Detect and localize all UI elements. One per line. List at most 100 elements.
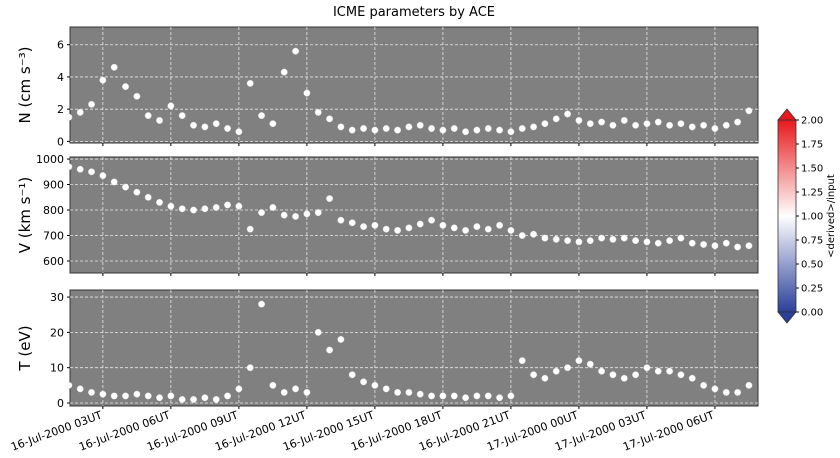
data-point xyxy=(212,396,220,403)
y-tick-label: 1000 xyxy=(36,153,64,166)
data-point xyxy=(337,336,345,343)
data-point xyxy=(337,216,345,224)
data-point xyxy=(258,112,265,120)
colorbar-tick-label: 1.00 xyxy=(801,212,823,223)
data-point xyxy=(144,193,152,201)
colorbar-tick-label: 0.25 xyxy=(801,284,823,295)
data-point xyxy=(382,125,390,132)
data-point xyxy=(688,123,696,131)
data-point xyxy=(700,381,707,389)
data-point xyxy=(541,120,549,128)
data-point xyxy=(201,394,209,402)
data-point xyxy=(654,239,662,247)
data-point xyxy=(99,172,107,180)
y-tick-label: 0 xyxy=(57,135,64,148)
y-tick-label: 30 xyxy=(50,291,64,304)
data-point xyxy=(677,234,685,242)
data-point xyxy=(405,224,413,232)
data-point xyxy=(632,237,639,245)
data-point xyxy=(235,202,243,210)
y-tick-label: 800 xyxy=(43,204,64,217)
chart-title: ICME parameters by ACE xyxy=(333,5,495,20)
data-point xyxy=(258,300,265,308)
data-point xyxy=(586,360,594,368)
data-point xyxy=(292,213,299,220)
data-point xyxy=(541,234,549,242)
data-point xyxy=(258,209,265,216)
data-point xyxy=(76,108,84,116)
data-point xyxy=(564,364,571,372)
plot-area xyxy=(69,156,759,274)
data-point xyxy=(666,121,673,129)
plot-area xyxy=(69,289,759,407)
data-point xyxy=(450,224,458,232)
data-point xyxy=(76,385,84,393)
colorbar-extend-max xyxy=(777,108,797,121)
data-point xyxy=(598,234,605,242)
data-point xyxy=(144,112,152,120)
colorbar-extend-min xyxy=(777,311,797,324)
data-point xyxy=(212,204,220,211)
data-point xyxy=(326,195,333,202)
data-point xyxy=(394,227,401,234)
data-point xyxy=(450,392,458,400)
data-point xyxy=(122,83,129,91)
data-point xyxy=(722,121,730,129)
data-point xyxy=(88,389,95,396)
data-point xyxy=(586,237,594,245)
data-point xyxy=(416,121,424,129)
data-point xyxy=(394,389,401,396)
data-point xyxy=(348,219,356,227)
data-point xyxy=(122,392,129,400)
data-point xyxy=(394,126,401,134)
y-tick-label: 0 xyxy=(57,397,64,410)
y-tick-label: 600 xyxy=(43,255,64,268)
data-point xyxy=(178,205,186,213)
data-point xyxy=(688,239,696,247)
data-point xyxy=(337,123,345,131)
data-point xyxy=(711,125,719,132)
data-point xyxy=(269,120,277,128)
data-point xyxy=(496,221,503,229)
data-point xyxy=(507,227,515,234)
data-point xyxy=(677,120,685,128)
colorbar-tick-label: 1.75 xyxy=(801,140,823,151)
data-point xyxy=(122,183,129,191)
data-point xyxy=(224,125,231,132)
y-tick-label: 10 xyxy=(50,362,64,375)
colorbar-tick-label: 0.00 xyxy=(801,308,823,319)
data-point xyxy=(745,242,753,250)
data-point xyxy=(518,357,526,365)
data-point xyxy=(654,367,662,375)
data-point xyxy=(371,221,379,229)
data-point xyxy=(450,125,458,132)
data-point xyxy=(654,118,662,126)
y-tick-label: 6 xyxy=(57,39,64,52)
data-point xyxy=(167,392,175,400)
data-point xyxy=(677,371,685,379)
data-point xyxy=(246,364,254,372)
data-point xyxy=(711,242,719,250)
data-point xyxy=(473,126,481,134)
colorbar xyxy=(777,119,797,313)
data-point xyxy=(530,230,537,238)
data-point xyxy=(541,374,549,382)
data-point xyxy=(360,223,367,231)
data-point xyxy=(144,392,152,400)
data-point xyxy=(496,394,503,402)
data-point xyxy=(156,198,163,206)
data-point xyxy=(371,126,379,134)
data-point xyxy=(110,63,118,71)
data-point xyxy=(269,381,277,389)
data-point xyxy=(303,89,311,97)
data-point xyxy=(246,225,254,233)
data-point xyxy=(620,234,628,242)
data-point xyxy=(620,374,628,382)
data-point xyxy=(65,163,73,171)
data-point xyxy=(303,210,311,218)
data-point xyxy=(518,232,526,239)
y-tick-label: 2 xyxy=(57,103,64,116)
data-point xyxy=(484,125,492,132)
data-point xyxy=(530,371,537,379)
data-point xyxy=(552,235,560,243)
